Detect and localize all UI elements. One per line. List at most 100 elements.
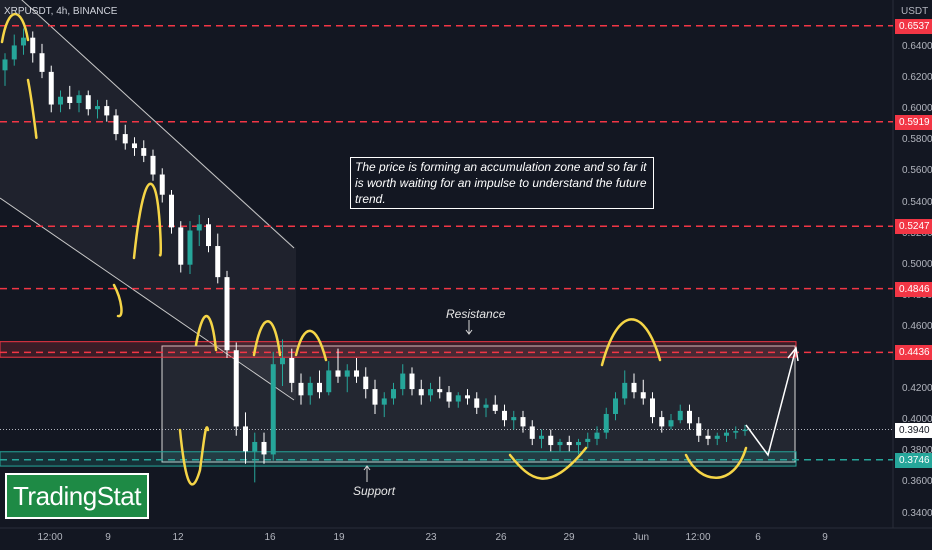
candle-body-78 [724,432,729,436]
candle-body-39 [363,376,369,390]
price-tick-label: 0.3400 [902,507,932,519]
resistance-pointer-head [465,329,473,335]
price-tick-label: 0.6000 [902,103,932,115]
candle-body-48 [446,392,452,402]
candle-body-22 [206,224,211,247]
candle-body-44 [409,373,415,390]
level-price-tag: 0.5247 [895,219,932,235]
candle-body-11 [104,106,110,116]
candle-body-66 [613,398,618,414]
wave-curve-1 [26,78,38,139]
time-tick-label: 9 [105,532,111,543]
level-price-tag: 0.5919 [895,114,932,130]
candle-body-71 [659,417,665,427]
candle-body-1 [11,45,17,60]
candle-body-51 [474,398,480,408]
candle-body-47 [437,389,443,393]
candle-body-33 [307,382,313,396]
wave-curve-7 [600,318,662,367]
symbol-title: XRPUSDT, 4h, BINANCE [4,6,118,17]
candle-body-80 [742,429,748,432]
candle-body-15 [141,148,147,156]
candle-body-77 [714,435,720,439]
price-tick-label: 0.5600 [902,165,932,177]
price-tick-label: 0.4000 [902,414,932,426]
price-tick-label: 0.3600 [902,476,932,488]
candle-body-54 [502,410,507,421]
time-tick-label: 9 [822,532,828,543]
price-tick-label: 0.6400 [902,41,932,52]
candle-body-74 [687,410,692,424]
candle-body-58 [539,435,544,439]
candle-body-30 [280,358,285,365]
time-tick-label: 12 [172,532,184,543]
candle-body-8 [76,95,82,103]
candle-body-28 [261,441,267,455]
candle-body-61 [566,441,572,446]
candle-body-52 [483,404,489,408]
candle-body-21 [196,224,202,231]
level-price-tag: 0.4846 [895,281,932,297]
channel-lower-line [0,197,295,401]
price-tick-label: 0.5400 [902,196,932,208]
candle-body-9 [85,95,91,110]
price-tick-label: 0.6200 [902,72,932,84]
time-tick-label: 6 [755,532,761,543]
candle-body-27 [252,441,258,452]
candle-body-64 [594,432,600,439]
candle-body-67 [622,382,628,399]
resistance-zone [0,341,797,358]
wave-curve-8 [508,446,588,480]
wave-curve-6 [294,329,328,362]
support-zone [0,451,797,467]
candle-body-60 [557,441,563,446]
time-tick-label: Jun [632,532,650,543]
candle-body-57 [529,426,535,439]
candle-body-25 [233,350,239,427]
candle-body-45 [418,389,424,396]
candle-body-10 [95,106,100,110]
candle-body-20 [187,230,193,265]
candle-body-55 [511,417,517,421]
candle-body-46 [428,389,433,396]
channel-fill [0,0,296,400]
wave-curve-2 [112,182,163,318]
time-tick-label: 16 [264,532,276,543]
candle-body-63 [585,438,591,442]
candle-body-13 [122,134,128,144]
price-tick-label: 0.5800 [902,134,932,146]
candle-body-16 [150,155,156,175]
candle-body-31 [289,358,295,383]
time-tick-label: 23 [425,532,437,543]
candle-body-17 [159,174,165,195]
candle-body-65 [603,413,609,433]
resistance-label: Resistance [446,307,506,321]
candle-body-19 [178,227,184,265]
wave-curve-0 [0,12,30,44]
candle-body-14 [132,143,137,149]
analysis-note: The price is forming an accumulation zon… [350,157,654,209]
price-tick-label: 0.5000 [902,258,932,270]
candle-body-73 [677,410,683,421]
wave-curve-3 [178,426,210,486]
candle-body-42 [391,389,396,399]
candle-body-59 [548,435,554,446]
candle-body-12 [113,115,119,135]
currency-unit: USDT [901,6,929,17]
candle-body-68 [631,382,637,393]
candle-body-6 [58,96,63,105]
candle-body-40 [372,389,378,405]
candle-body-2 [21,37,26,46]
last-price-tag: 0.3940 [895,422,932,438]
time-tick-label: 26 [495,532,507,543]
price-tick-label: 0.4600 [902,320,932,332]
candle-body-62 [576,441,581,446]
support-label: Support [353,484,396,498]
time-tick-label: 12:00 [685,532,711,543]
candle-body-50 [465,395,470,399]
wave-curve-4 [194,315,218,352]
candle-body-49 [455,395,461,402]
candle-body-35 [326,370,332,393]
